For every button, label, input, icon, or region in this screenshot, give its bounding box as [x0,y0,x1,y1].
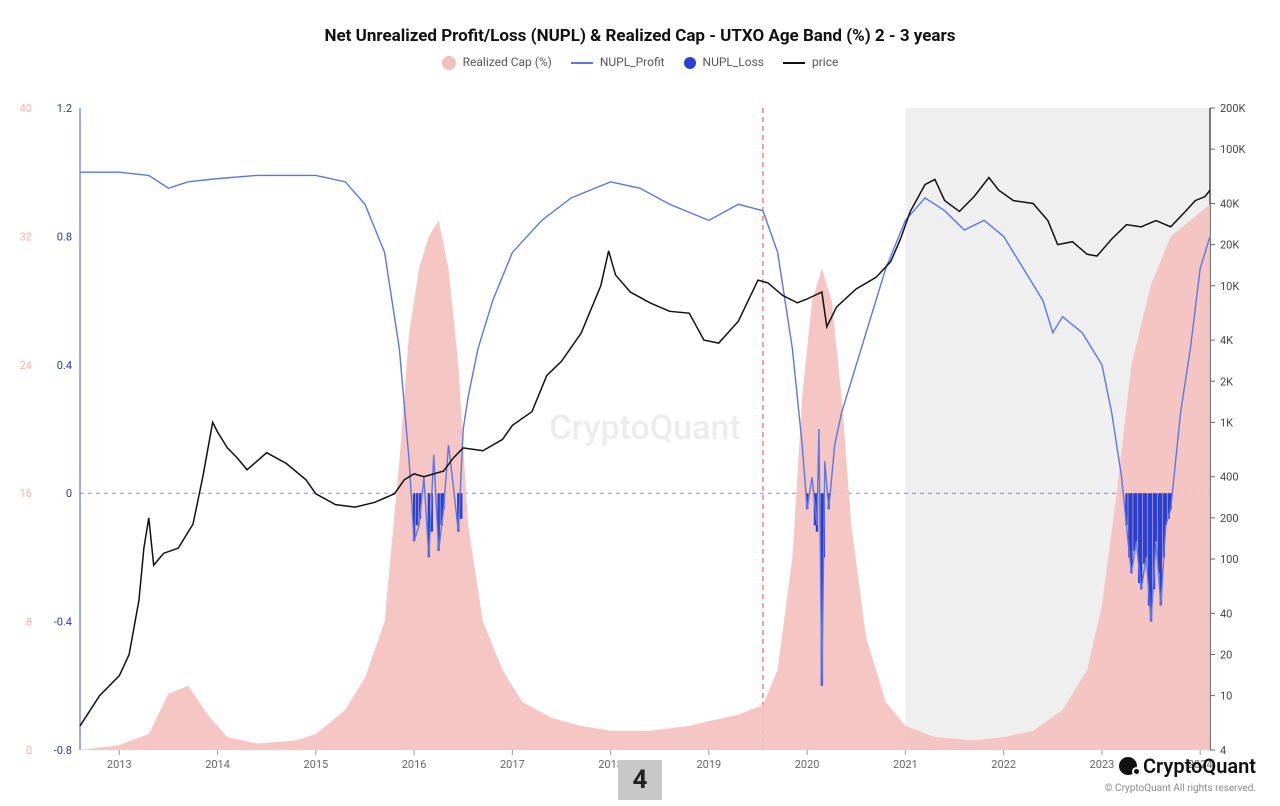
brand-logo: CryptoQuant [1119,754,1256,778]
svg-text:0: 0 [66,487,72,500]
svg-text:40: 40 [1220,607,1232,620]
svg-text:2021: 2021 [893,758,918,771]
svg-text:10: 10 [1220,690,1232,703]
page-number-badge: 4 [618,760,662,800]
svg-text:4K: 4K [1220,334,1233,347]
brand-label: CryptoQuant [1143,754,1256,778]
svg-text:0: 0 [26,744,32,757]
svg-text:2023: 2023 [1090,758,1115,771]
brand-logo-icon [1119,757,1137,775]
svg-text:40: 40 [20,102,32,115]
svg-text:8: 8 [26,616,32,629]
svg-text:20: 20 [1220,649,1232,662]
svg-text:2K: 2K [1220,375,1233,388]
svg-text:0.4: 0.4 [57,359,72,372]
chart-svg: CryptoQuant20132014201520162017201820192… [0,0,1280,806]
svg-text:2020: 2020 [795,758,820,771]
svg-text:2016: 2016 [402,758,427,771]
svg-text:32: 32 [20,230,32,243]
svg-text:2014: 2014 [205,758,230,771]
svg-text:0.8: 0.8 [57,230,72,243]
svg-text:CryptoQuant: CryptoQuant [549,408,740,448]
svg-text:10K: 10K [1220,280,1239,293]
svg-text:400: 400 [1220,471,1239,484]
svg-text:2015: 2015 [303,758,328,771]
svg-text:2022: 2022 [991,758,1016,771]
svg-text:200: 200 [1220,512,1239,525]
svg-text:24: 24 [20,359,32,372]
svg-text:20K: 20K [1220,239,1239,252]
svg-text:16: 16 [20,487,32,500]
svg-text:-0.4: -0.4 [54,616,72,629]
svg-text:-0.8: -0.8 [54,744,72,757]
svg-text:2013: 2013 [107,758,132,771]
svg-text:2017: 2017 [500,758,525,771]
svg-text:100: 100 [1220,553,1239,566]
svg-text:100K: 100K [1220,143,1246,156]
svg-text:1.2: 1.2 [57,102,72,115]
chart-area: CryptoQuant20132014201520162017201820192… [0,0,1280,806]
svg-text:2019: 2019 [697,758,722,771]
svg-text:200K: 200K [1220,102,1246,115]
copyright-text: © CryptoQuant All rights reserved. [1105,783,1256,794]
svg-text:40K: 40K [1220,197,1239,210]
svg-text:1K: 1K [1220,416,1233,429]
